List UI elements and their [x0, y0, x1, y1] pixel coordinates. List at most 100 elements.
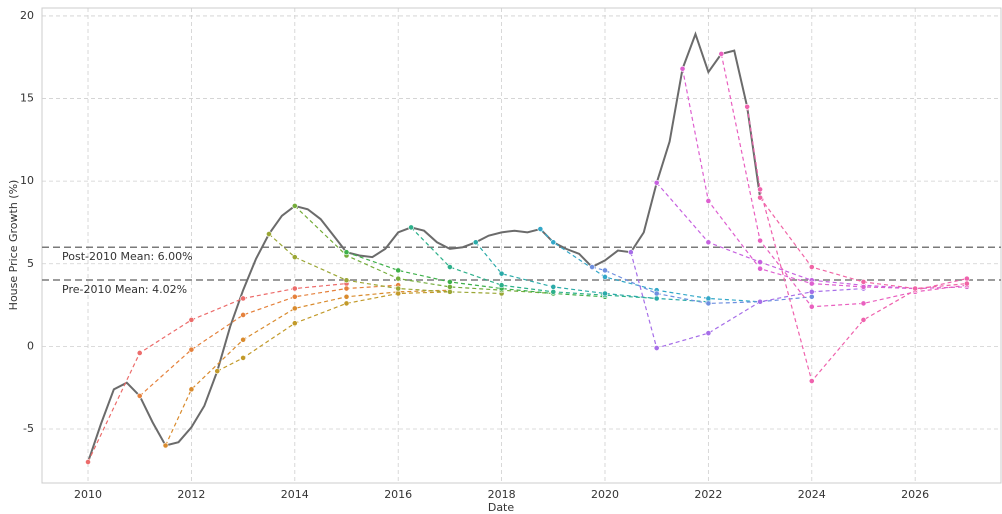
point — [757, 298, 763, 305]
point — [446, 288, 453, 295]
point — [550, 288, 557, 295]
point — [653, 295, 660, 302]
x-tick-label: 2016 — [384, 488, 412, 501]
point — [705, 330, 712, 337]
x-tick-label: 2018 — [488, 488, 516, 501]
series-line — [656, 182, 916, 290]
point — [757, 265, 763, 272]
point — [757, 259, 763, 266]
series-line — [410, 226, 657, 300]
point — [653, 290, 660, 297]
point — [860, 300, 867, 307]
point — [627, 249, 634, 256]
point — [705, 295, 712, 302]
series-line — [759, 197, 967, 290]
point — [291, 293, 298, 300]
series-line — [87, 282, 347, 463]
point — [602, 274, 608, 280]
point — [653, 345, 660, 351]
y-axis-label: House Price Growth (%) — [7, 180, 20, 311]
series-line — [681, 68, 967, 290]
point — [705, 239, 712, 246]
point — [214, 368, 221, 375]
point — [602, 290, 608, 297]
point — [550, 239, 557, 246]
point — [550, 283, 557, 290]
point — [808, 378, 815, 384]
x-tick-label: 2014 — [281, 488, 309, 501]
point — [757, 186, 763, 193]
point — [395, 275, 402, 282]
point — [963, 280, 970, 287]
point — [136, 393, 143, 399]
point — [757, 194, 763, 201]
reference-label: Pre-2010 Mean: 4.02% — [62, 283, 187, 296]
series-line — [630, 252, 864, 349]
point — [860, 283, 867, 290]
point — [537, 226, 544, 232]
series-line — [87, 31, 762, 463]
point — [291, 305, 298, 312]
point — [343, 285, 350, 292]
x-tick-label: 2020 — [591, 488, 619, 501]
point — [718, 51, 725, 57]
point — [343, 277, 350, 284]
point — [343, 249, 350, 256]
point — [395, 290, 402, 297]
x-axis-label: Date — [488, 501, 515, 514]
point — [162, 442, 169, 449]
x-tick-label: 2026 — [901, 488, 929, 501]
point — [240, 295, 247, 302]
point — [188, 317, 195, 323]
point — [679, 65, 686, 72]
point — [291, 203, 298, 209]
point — [291, 285, 298, 292]
plot-frame — [41, 7, 1002, 484]
point — [343, 293, 350, 300]
point — [446, 264, 453, 270]
point — [963, 275, 970, 282]
point — [408, 224, 415, 231]
point — [266, 231, 272, 237]
series-line — [139, 284, 399, 397]
series-line — [346, 251, 606, 298]
y-tick-label: 0 — [27, 339, 34, 352]
point — [653, 179, 660, 186]
x-tick-label: 2024 — [798, 488, 826, 501]
point — [808, 280, 815, 287]
point — [744, 103, 751, 110]
y-tick-label: 20 — [20, 9, 34, 22]
point — [136, 350, 143, 356]
point — [589, 264, 595, 270]
point — [808, 293, 815, 300]
point — [705, 300, 712, 307]
point — [757, 237, 763, 244]
x-tick-label: 2022 — [694, 488, 722, 501]
point — [240, 312, 247, 318]
x-tick-label: 2012 — [177, 488, 205, 501]
point — [446, 283, 453, 290]
point — [602, 267, 608, 274]
series-line — [294, 205, 554, 295]
series-line — [720, 53, 967, 308]
reference-label: Post-2010 Mean: 6.00% — [62, 250, 193, 263]
point — [705, 198, 712, 204]
point — [240, 355, 247, 361]
point — [860, 317, 867, 323]
point — [188, 386, 195, 393]
point — [85, 459, 91, 465]
y-tick-label: 5 — [27, 257, 34, 270]
point — [291, 320, 298, 327]
point — [808, 264, 815, 270]
point — [808, 303, 815, 310]
point — [860, 279, 867, 285]
series-line — [746, 106, 968, 383]
series-line — [539, 228, 761, 303]
point — [343, 300, 350, 307]
point — [808, 288, 815, 295]
series-line — [268, 233, 502, 295]
point — [395, 285, 402, 292]
point — [472, 239, 479, 246]
point — [912, 285, 919, 292]
